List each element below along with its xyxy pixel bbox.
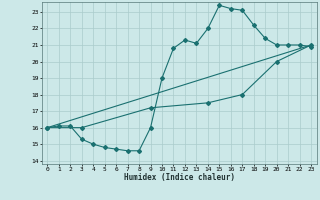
X-axis label: Humidex (Indice chaleur): Humidex (Indice chaleur) bbox=[124, 173, 235, 182]
